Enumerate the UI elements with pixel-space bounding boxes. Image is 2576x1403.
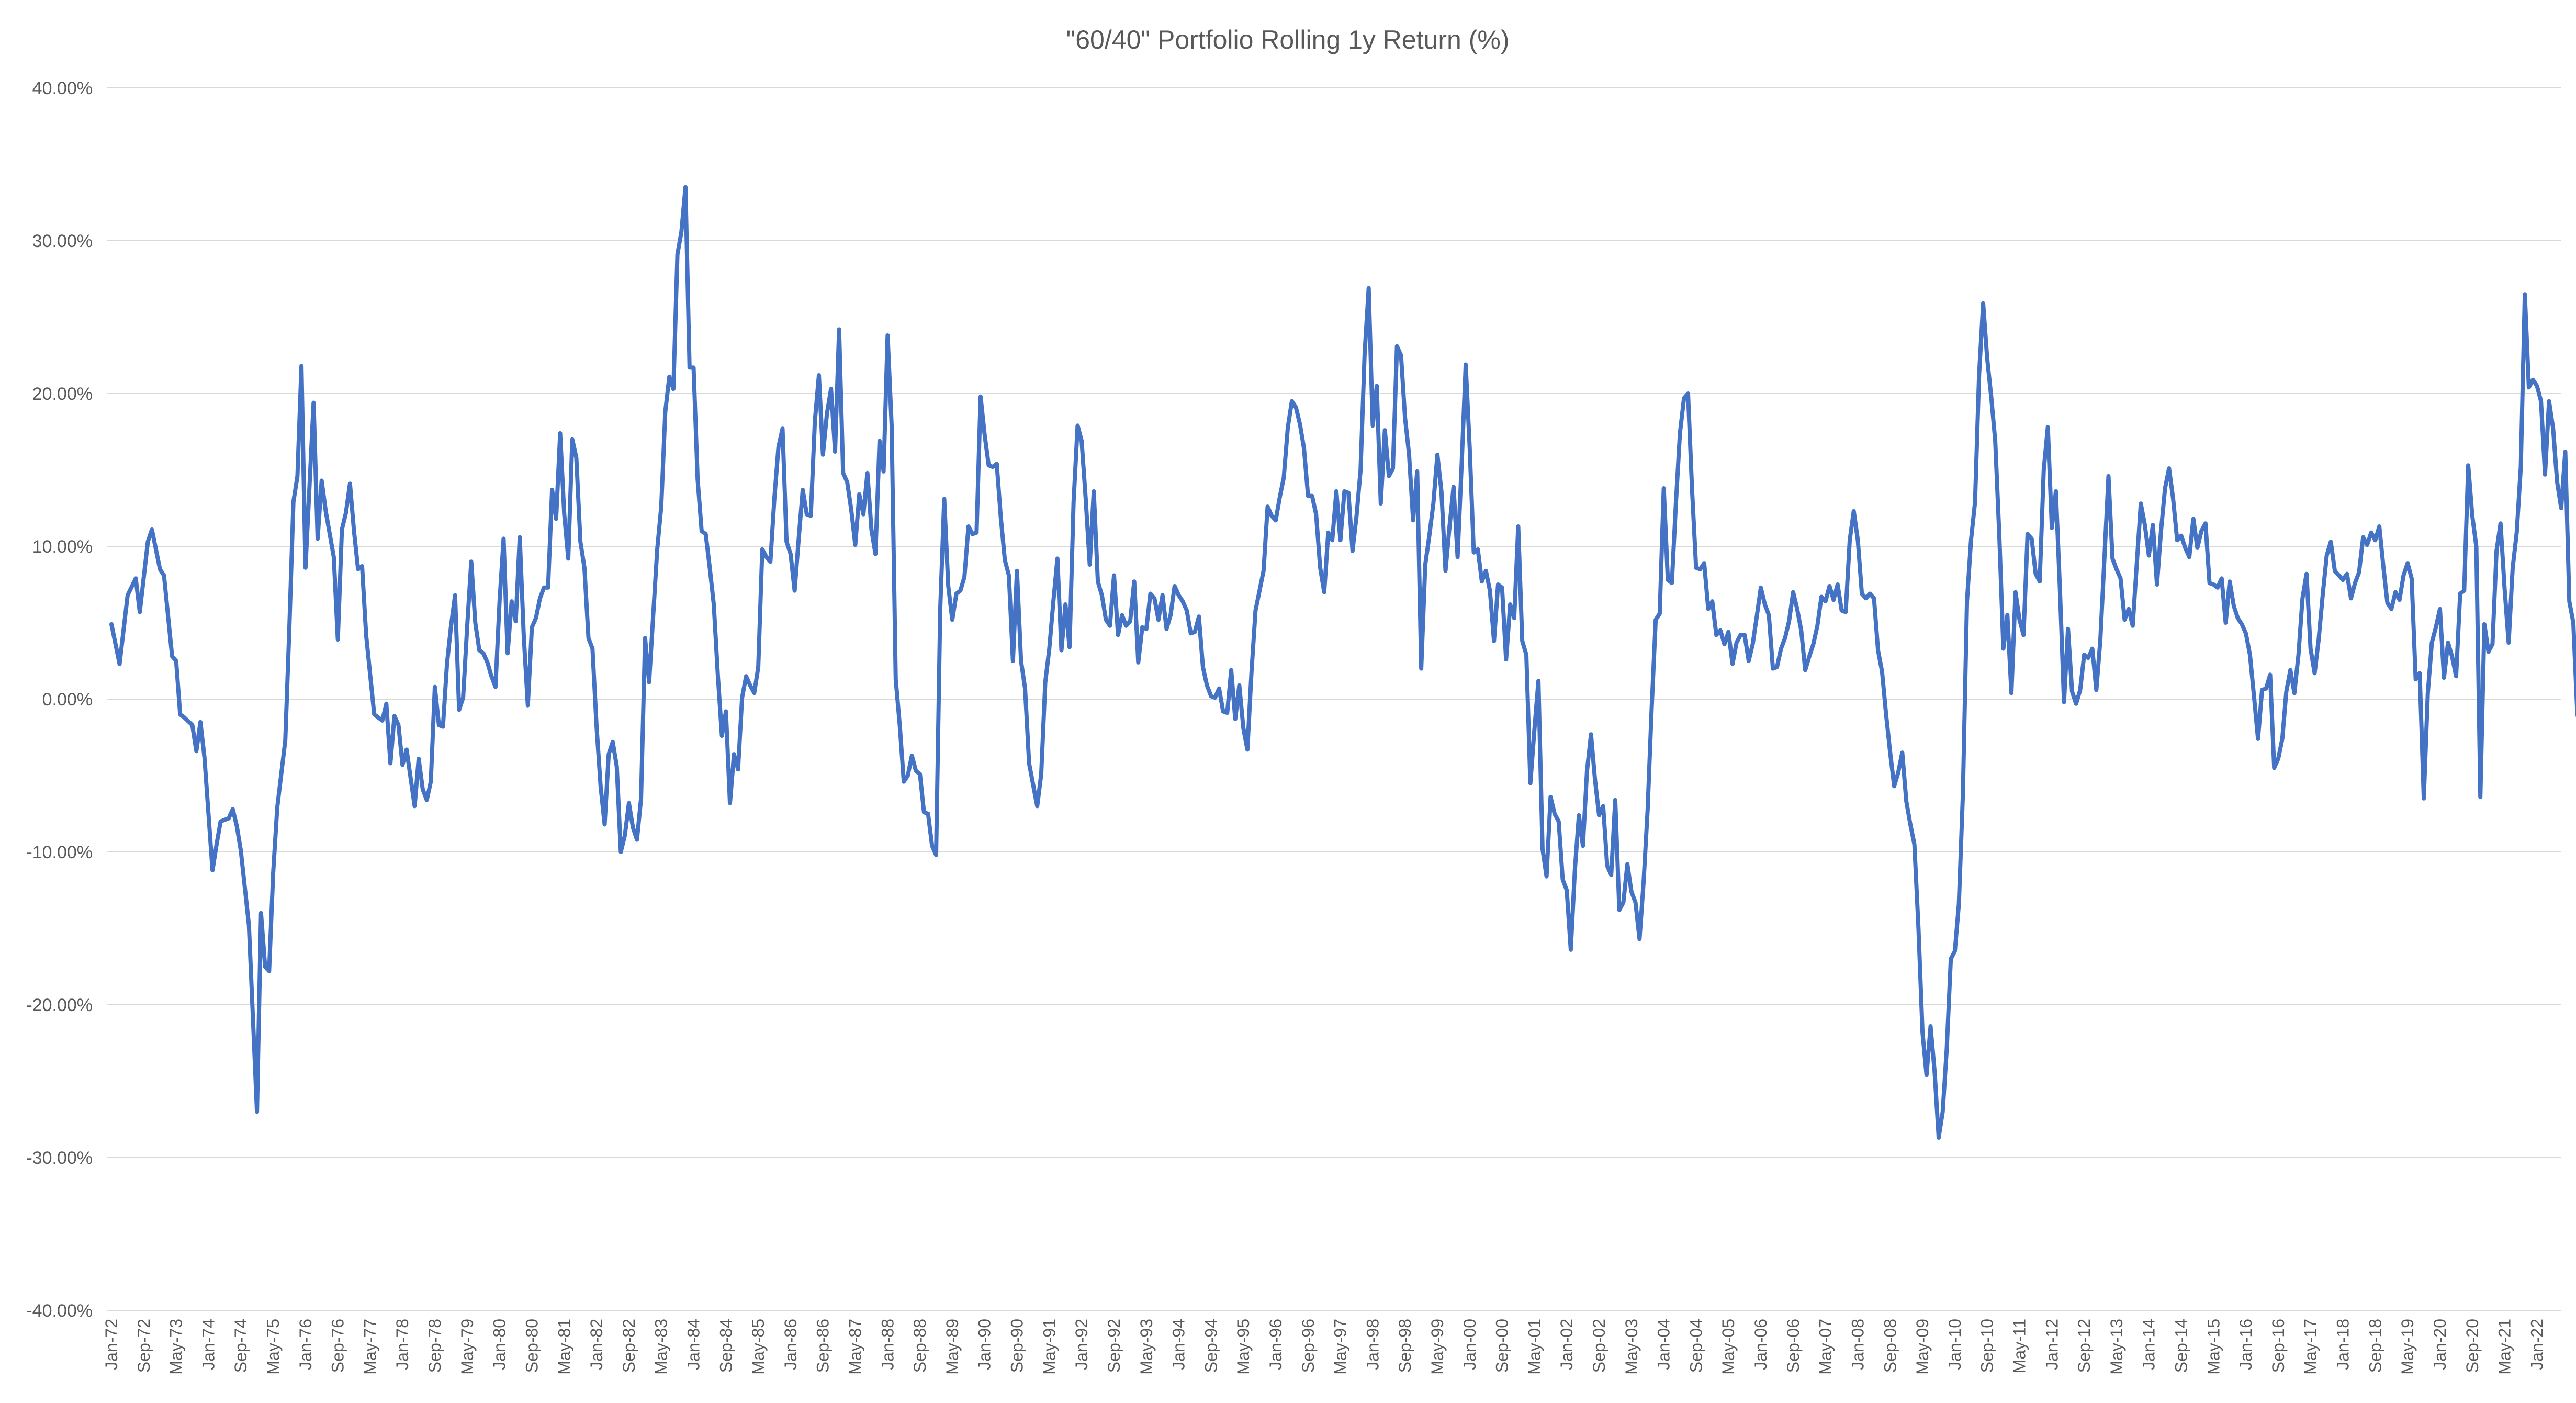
x-tick-label: May-75 [264,1319,283,1375]
x-tick-label: Jan-22 [2527,1319,2546,1370]
x-tick-label: May-89 [943,1319,962,1375]
x-tick-label: Jan-76 [296,1319,315,1370]
x-tick-label: May-15 [2204,1319,2223,1375]
x-tick-label: Sep-10 [1978,1319,1997,1373]
x-tick-label: Jan-12 [2042,1319,2061,1370]
x-tick-label: Sep-76 [329,1319,347,1373]
x-axis-tick-labels: Jan-72 Sep-72 May-73 Jan-74 Sep-74 May-75 Jan-… [102,1319,2546,1375]
x-tick-label: Jan-08 [1848,1319,1867,1370]
y-tick-label: 10.00% [32,537,93,557]
x-tick-label: May-09 [1913,1319,1932,1375]
x-tick-label: Sep-96 [1299,1319,1318,1373]
x-tick-label: May-91 [1040,1319,1059,1375]
x-tick-label: Jan-80 [490,1319,509,1370]
y-tick-label: 30.00% [32,231,93,251]
x-tick-label: Sep-14 [2172,1319,2191,1373]
x-tick-label: Sep-20 [2463,1319,2482,1373]
x-tick-label: May-05 [1719,1319,1738,1375]
x-tick-label: May-81 [555,1319,573,1375]
x-tick-label: May-85 [749,1319,768,1375]
x-tick-label: Sep-72 [134,1319,153,1373]
x-tick-label: Sep-02 [1590,1319,1608,1373]
gridlines [107,87,2561,1311]
x-tick-label: Sep-88 [910,1319,929,1373]
x-tick-label: Jan-02 [1557,1319,1576,1370]
x-tick-label: Jan-00 [1460,1319,1479,1370]
x-tick-label: May-17 [2301,1319,2320,1375]
x-tick-label: May-93 [1137,1319,1156,1375]
x-tick-label: Jan-14 [2140,1319,2158,1370]
x-tick-label: Jan-82 [587,1319,606,1370]
series-line [109,185,2576,1140]
x-tick-label: Sep-82 [620,1319,638,1373]
x-tick-label: Jan-20 [2431,1319,2449,1370]
x-tick-label: May-21 [2495,1319,2514,1375]
x-tick-label: Jan-94 [1169,1319,1188,1370]
x-tick-label: Jan-06 [1751,1319,1770,1370]
x-tick-label: May-13 [2107,1319,2126,1375]
x-tick-label: Jan-84 [684,1319,703,1370]
x-tick-label: Jan-98 [1363,1319,1382,1370]
x-tick-label: Jan-72 [102,1319,121,1370]
y-tick-label: 0.00% [42,690,93,710]
x-tick-label: May-11 [2010,1319,2029,1373]
x-tick-label: Sep-00 [1493,1319,1512,1373]
x-tick-label: Sep-94 [1201,1319,1220,1373]
y-tick-label: -40.00% [26,1301,93,1321]
x-tick-label: Jan-96 [1266,1319,1285,1370]
x-tick-label: Sep-98 [1396,1319,1414,1373]
x-tick-label: Sep-78 [425,1319,444,1373]
x-tick-label: Jan-88 [878,1319,897,1370]
x-tick-label: Sep-08 [1881,1319,1899,1373]
y-tick-label: 20.00% [32,384,93,404]
x-tick-label: Sep-74 [231,1319,250,1373]
x-tick-label: Jan-10 [1945,1319,1964,1370]
x-tick-label: Sep-12 [2075,1319,2094,1373]
x-tick-label: May-77 [361,1319,379,1375]
x-tick-label: Jan-92 [1072,1319,1091,1370]
x-tick-label: May-07 [1816,1319,1835,1375]
series-layer [109,185,2576,1140]
x-tick-label: Jan-18 [2334,1319,2353,1370]
x-tick-label: Sep-04 [1686,1319,1705,1373]
x-tick-label: Sep-92 [1105,1319,1123,1373]
chart-title: "60/40" Portfolio Rolling 1y Return (%) [1066,25,1510,54]
x-tick-label: May-99 [1428,1319,1447,1375]
x-tick-label: May-19 [2398,1319,2417,1375]
x-tick-label: Sep-86 [814,1319,833,1373]
x-tick-label: May-87 [846,1319,865,1375]
x-tick-label: Sep-06 [1784,1319,1803,1373]
y-tick-label: 40.00% [32,78,93,98]
x-tick-label: May-83 [652,1319,671,1375]
x-tick-label: Sep-90 [1008,1319,1027,1373]
y-tick-label: -30.00% [26,1148,93,1168]
y-tick-label: -20.00% [26,995,93,1015]
x-tick-label: May-79 [458,1319,477,1375]
y-axis-tick-labels: 40.00% 30.00% 20.00% 10.00% 0.00% -10.00% -20.… [26,78,93,1321]
x-tick-label: Jan-16 [2236,1319,2255,1370]
x-tick-label: May-73 [167,1319,186,1375]
x-tick-label: Jan-86 [781,1319,800,1370]
x-tick-label: May-03 [1622,1319,1641,1375]
x-tick-label: Jan-90 [975,1319,994,1370]
x-tick-label: May-01 [1525,1319,1544,1375]
x-tick-label: Sep-80 [522,1319,541,1373]
x-tick-label: Jan-74 [199,1319,218,1370]
x-tick-label: Sep-84 [716,1319,735,1373]
x-tick-label: May-95 [1234,1319,1253,1375]
x-tick-label: Sep-16 [2269,1319,2288,1373]
x-tick-label: Jan-78 [393,1319,412,1370]
y-tick-label: -10.00% [26,843,93,862]
x-tick-label: Jan-04 [1655,1319,1673,1370]
x-tick-label: May-97 [1331,1319,1350,1375]
x-tick-label: Sep-18 [2366,1319,2384,1373]
